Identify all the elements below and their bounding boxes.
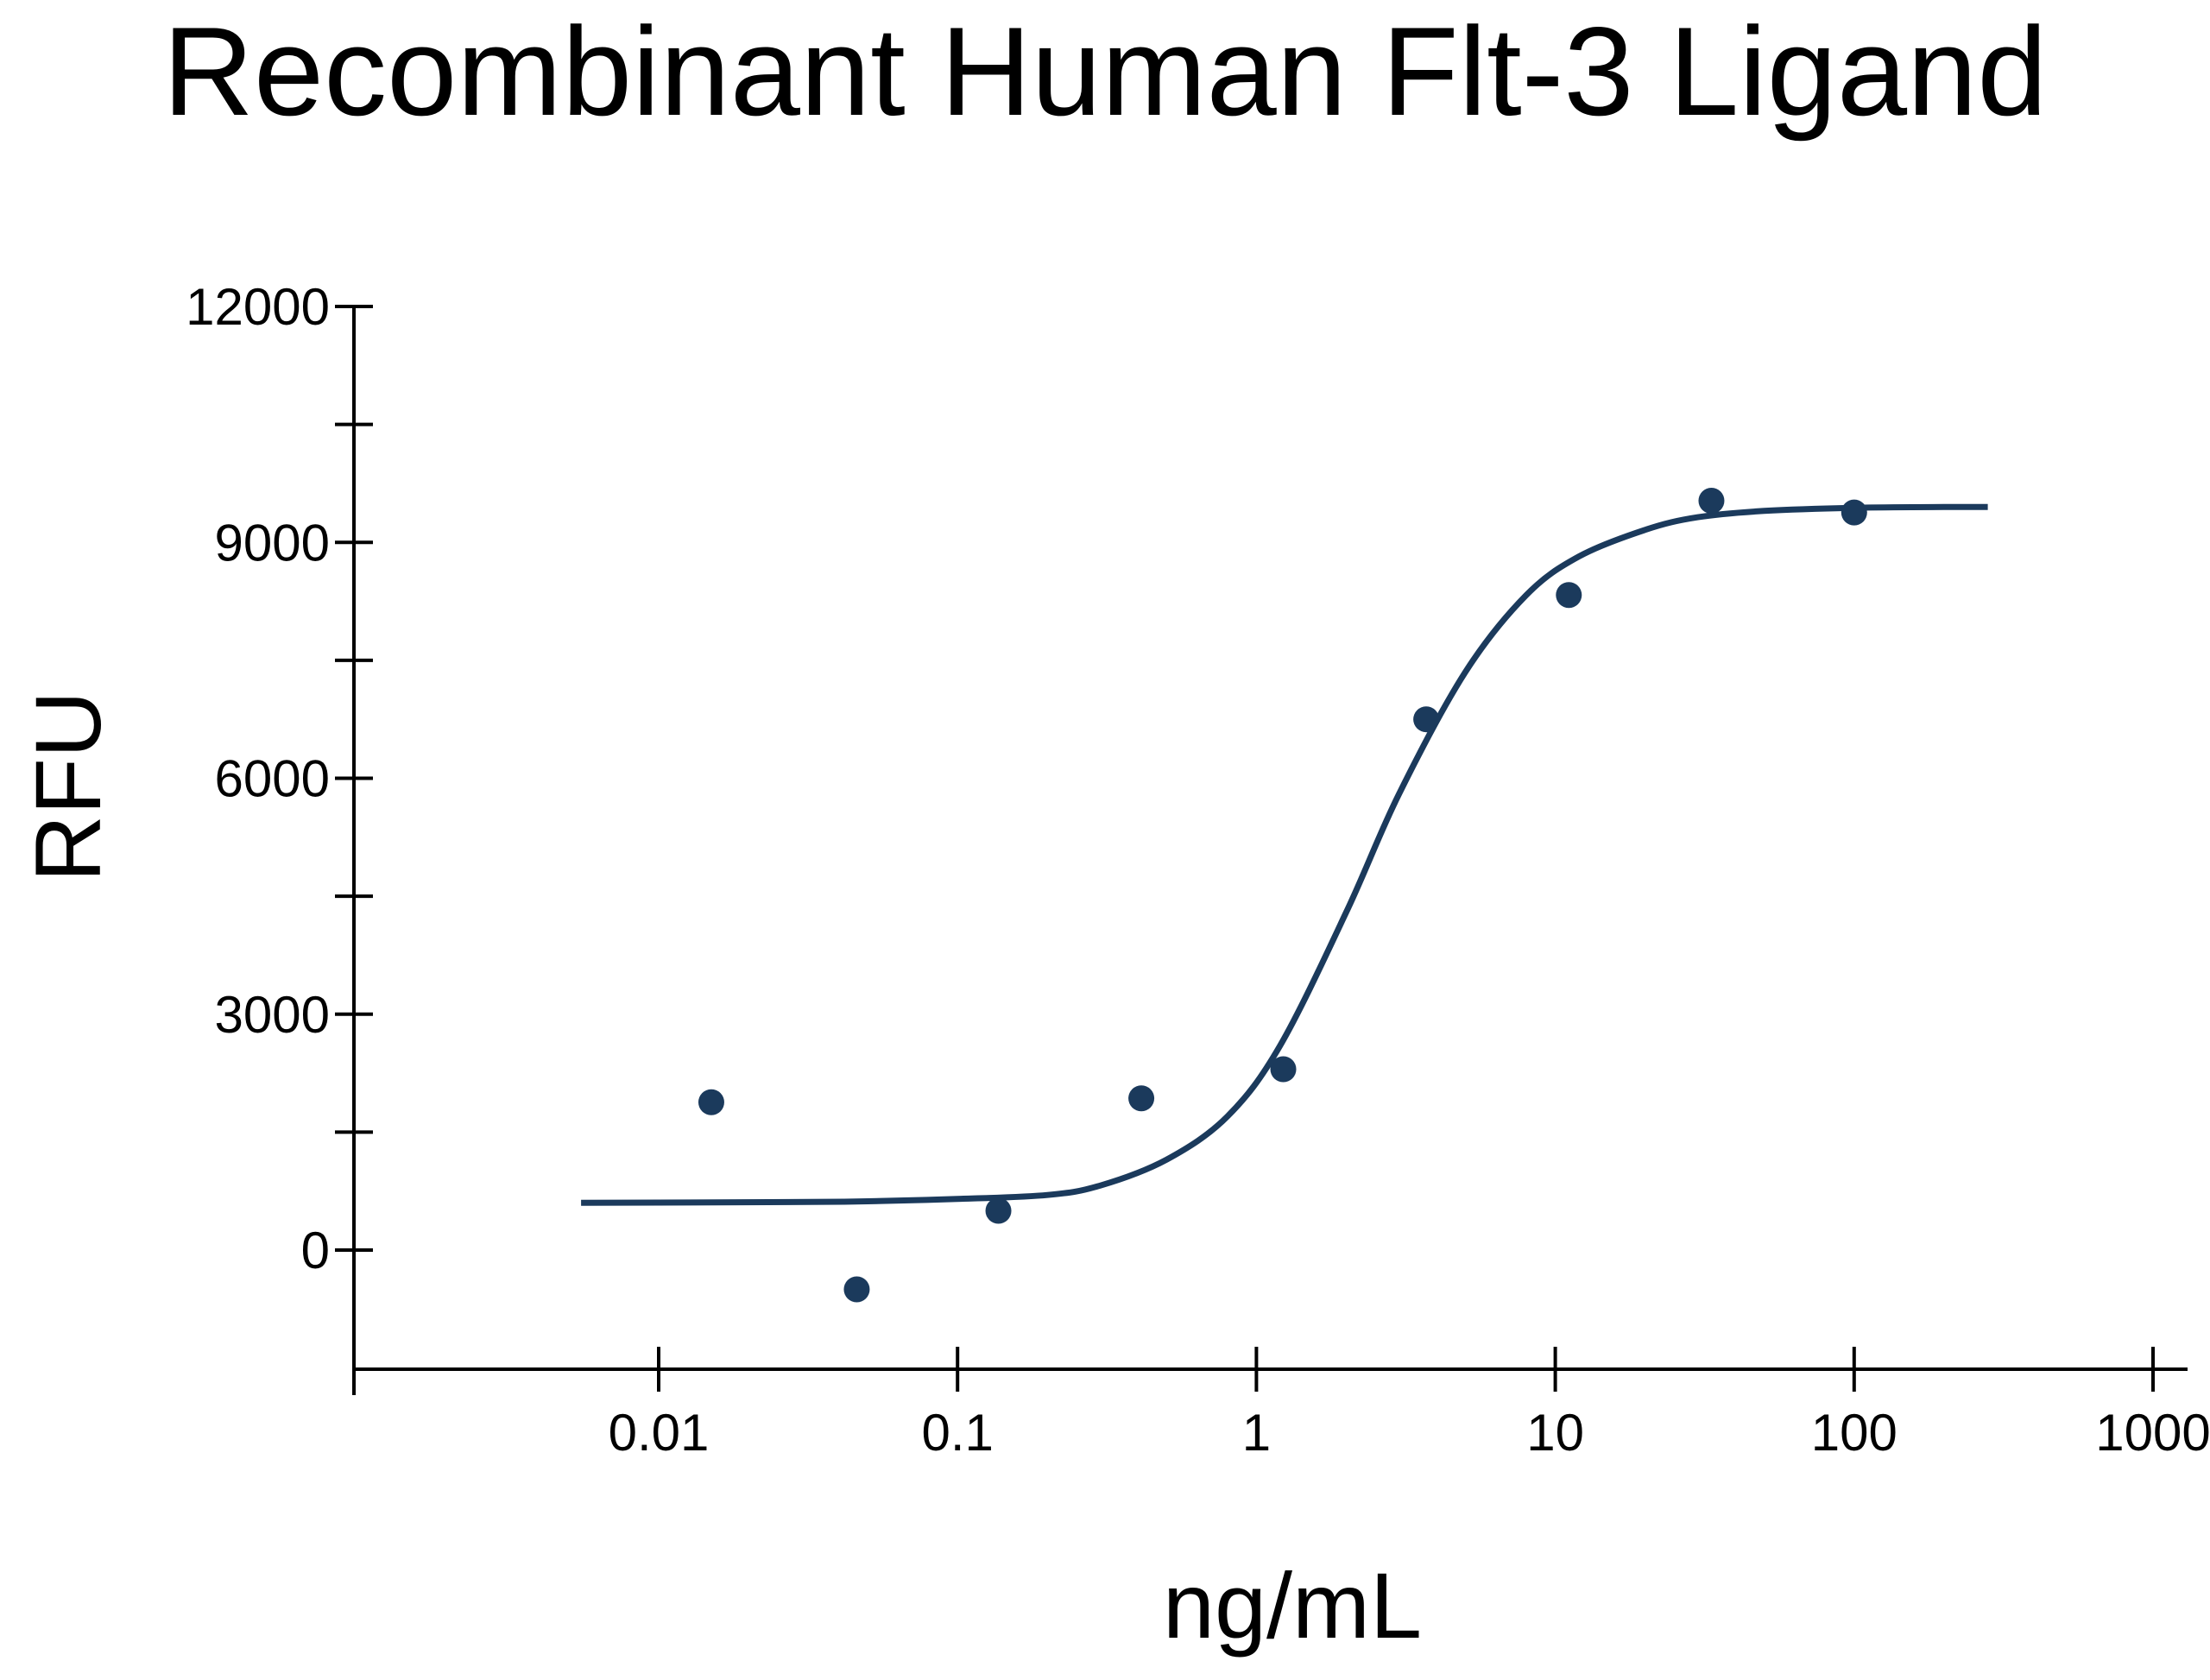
x-tick-label: 100: [1811, 1404, 1897, 1462]
data-point: [985, 1197, 1012, 1224]
x-tick-label: 0.1: [921, 1404, 993, 1462]
y-tick-label: 12000: [186, 278, 330, 336]
x-axis-label: ng/mL: [1163, 1553, 1422, 1658]
y-axis: 0 3000 6000 9000 12000: [186, 278, 373, 1395]
x-tick-label: 10: [1526, 1404, 1584, 1462]
data-point: [843, 1276, 870, 1303]
data-point: [1128, 1085, 1155, 1112]
data-point: [1841, 499, 1867, 526]
fit-curve: [581, 503, 1988, 1206]
data-point: [1413, 706, 1440, 733]
x-tick-label: 1000: [2095, 1404, 2210, 1462]
y-tick-label: 0: [301, 1222, 330, 1279]
x-axis: 0.01 0.1 1 10 100 1000: [354, 1347, 2210, 1462]
data-point: [1556, 582, 1582, 609]
x-tick-label: 0.01: [609, 1404, 710, 1462]
data-points-layer: [698, 487, 1867, 1303]
y-tick-label: 6000: [215, 750, 330, 808]
y-axis-label: RFU: [16, 691, 120, 882]
fit-curve-layer: [581, 503, 1988, 1206]
x-tick-label: 1: [1242, 1404, 1271, 1462]
y-tick-label: 9000: [215, 514, 330, 572]
y-tick-label: 3000: [215, 986, 330, 1044]
chart-title: Recombinant Human Flt-3 Ligand: [162, 1, 2047, 142]
data-point: [698, 1089, 724, 1115]
data-point: [1270, 1056, 1297, 1083]
data-point: [1698, 487, 1725, 514]
